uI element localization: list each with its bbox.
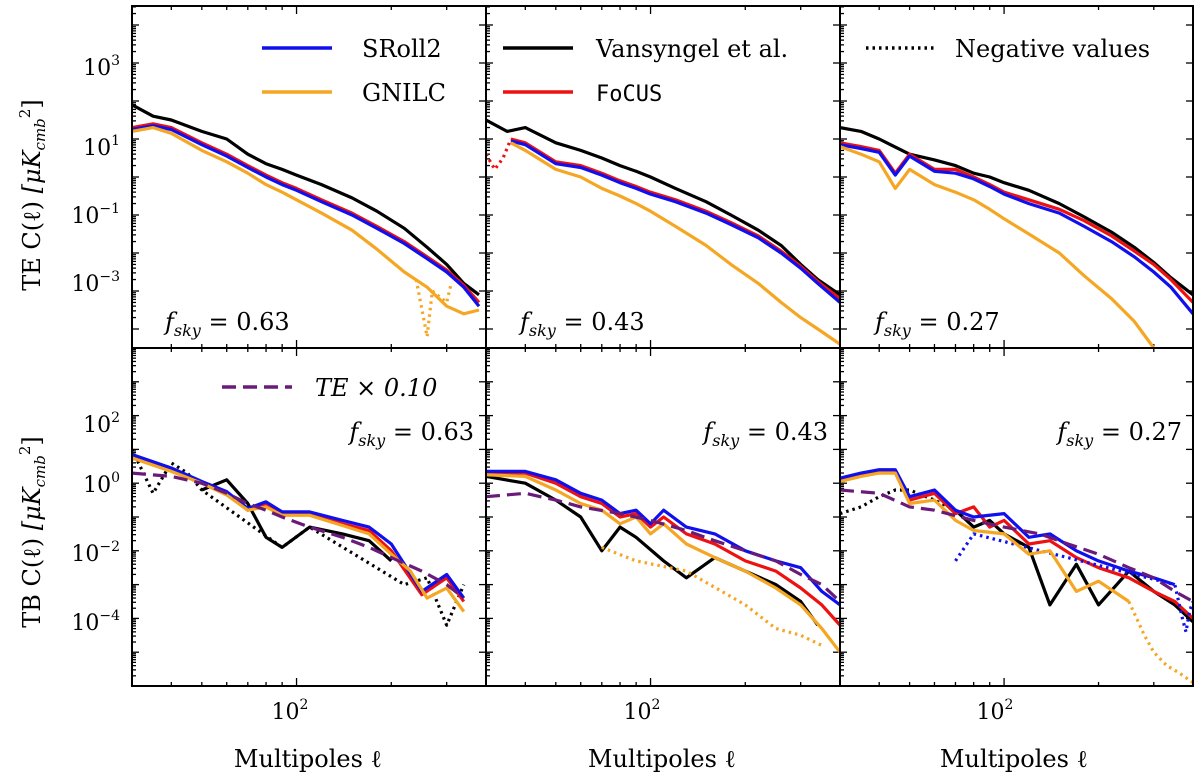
y-label-te-close: ]	[18, 99, 46, 108]
panel-series-2	[840, 126, 1193, 348]
y-label-te-unit: [μK	[18, 148, 46, 193]
series-vansyngel-et-al-panel-0-0	[132, 103, 480, 297]
y-label-tb-sup: 2	[16, 446, 34, 456]
plot-layer	[131, 5, 1194, 687]
series-vansyngel-et-al-panel-1-0	[486, 118, 840, 297]
series-te-0-10-panel-3-5	[132, 471, 465, 600]
series-vansyngel-et-al-negative-panel-5-0	[840, 488, 957, 516]
y-label-te-sup: 2	[16, 109, 34, 119]
panel-series-5	[840, 468, 1193, 684]
series-gnilc-panel-3-4	[132, 456, 466, 613]
y-label-te-sub: cmb	[31, 118, 49, 150]
panel-series-3	[132, 448, 466, 627]
legend-label-focus: FoCUS	[596, 82, 662, 107]
x-tick-label-col-1: 102	[624, 697, 661, 725]
fsky-label-panel-1: fsky = 0.43	[518, 308, 645, 340]
series-sroll2-panel-4-2	[486, 469, 840, 607]
series-negative-values-low-panel-1-4	[486, 138, 513, 171]
legend-label-gnilc: GNILC	[362, 79, 446, 107]
series-gnilc-panel-0-3	[132, 125, 480, 316]
x-axis-label-col-2: Multipoles ℓ	[940, 745, 1088, 773]
x-axis-label-col-0: Multipoles ℓ	[234, 745, 382, 773]
panel-series-4	[486, 469, 840, 654]
legend-panel-3: TE × 0.10	[222, 374, 437, 402]
x-tick-label-col-2: 102	[977, 697, 1014, 725]
series-vansyngel-et-al-panel-2-0	[840, 126, 1193, 297]
legend-label-vansyngel: Vansyngel et al.	[595, 35, 788, 63]
y-label-tb-close: ]	[18, 436, 46, 445]
y-label-te: TE C(ℓ) [μKcmb2]	[16, 99, 49, 290]
series-te-0-10-panel-5-7	[840, 488, 1193, 603]
fsky-label-panel-2: fsky = 0.27	[873, 308, 1000, 340]
series-vansyngel-et-al-panel-4-0	[486, 474, 820, 627]
x-tick-label-col-0: 102	[272, 697, 309, 725]
panel-series-1	[486, 118, 840, 346]
fsky-label-panel-5: fsky = 0.27	[1055, 418, 1182, 450]
series-vansyngel-et-al-panel-3-0	[201, 478, 393, 563]
y-tick-label-tb-1: 100	[83, 470, 120, 498]
fsky-label-panel-3: fsky = 0.63	[347, 418, 474, 450]
y-tick-label-te-2: 10−1	[71, 201, 120, 229]
y-tick-label-te-1: 101	[83, 133, 120, 161]
panel-frame-5	[839, 347, 1194, 687]
legend-panel-0: SRoll2 GNILC	[262, 35, 446, 107]
series-te-0-10-panel-4-5	[486, 491, 840, 603]
series-gnilc-panel-1-3	[510, 141, 840, 346]
y-label-te-prefix: TE C(ℓ)	[18, 201, 46, 291]
series-sroll2-panel-0-2	[132, 124, 481, 308]
y-tick-label-tb-3: 10−4	[71, 608, 120, 636]
series-sroll2-panel-5-3	[840, 468, 1176, 587]
y-tick-label-tb-0: 102	[83, 410, 120, 438]
legend-panel-1: Vansyngel et al. FoCUS	[503, 35, 788, 107]
series-gnilc-negative-panel-4-4	[601, 545, 823, 647]
legend-label-te-scaled: TE × 0.10	[315, 374, 437, 402]
y-label-tb-sub: cmb	[31, 455, 49, 487]
series-sroll2-panel-2-2	[840, 143, 1193, 315]
y-label-tb: TB C(ℓ) [μKcmb2]	[16, 436, 49, 628]
series-gnilc-panel-5-5	[840, 471, 1130, 603]
y-label-tb-prefix: TB C(ℓ)	[18, 538, 46, 628]
y-tick-label-te-3: 10−3	[71, 269, 120, 297]
legend-label-sroll2: SRoll2	[362, 35, 442, 63]
y-tick-label-tb-2: 10−2	[71, 539, 120, 567]
y-label-tb-unit: [μK	[18, 485, 46, 530]
y-tick-label-te-0: 103	[83, 53, 120, 81]
panel-series-0	[132, 103, 481, 339]
series-gnilc-panel-4-3	[486, 473, 840, 654]
series-sroll2-panel-1-2	[510, 139, 840, 304]
series-gnilc-negative-panel-5-6	[1127, 600, 1193, 684]
panel-3	[131, 347, 487, 687]
series-focus-panel-5-2	[840, 469, 1193, 620]
legend-panel-2: Negative values	[866, 35, 1150, 63]
x-axis-label-col-1: Multipoles ℓ	[588, 745, 736, 773]
series-gnilc-panel-2-3	[840, 145, 1156, 348]
legend-label-negative: Negative values	[955, 35, 1150, 63]
fsky-label-panel-0: fsky = 0.63	[163, 308, 290, 340]
series-sroll2-negative-panel-5-4	[954, 532, 1193, 634]
panel-5	[839, 347, 1194, 687]
